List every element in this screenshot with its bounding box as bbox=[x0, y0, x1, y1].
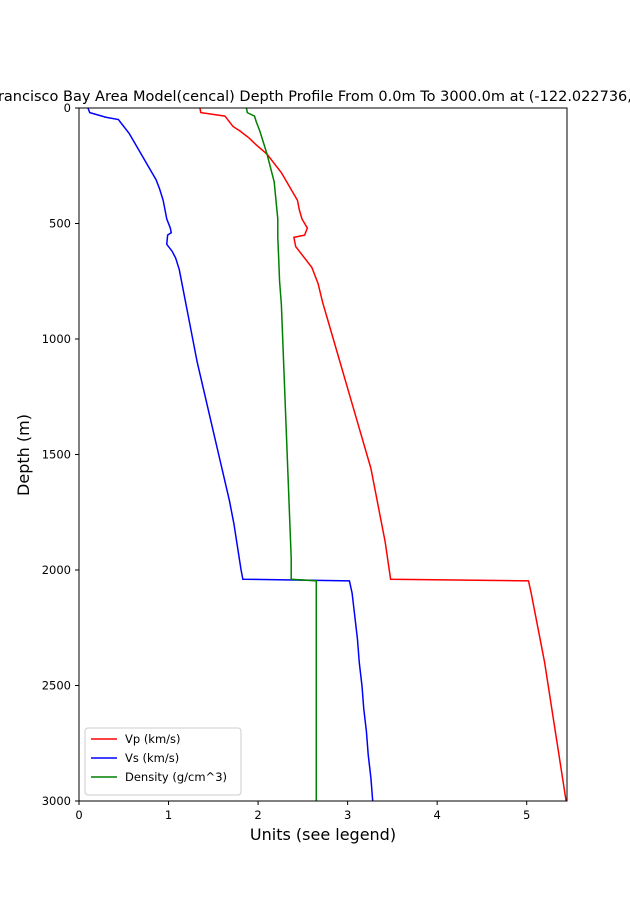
series-layer bbox=[87, 107, 567, 802]
x-tick-label-5: 5 bbox=[523, 808, 530, 822]
y-tick-label-5: 2500 bbox=[42, 679, 71, 693]
series-line-0 bbox=[199, 107, 567, 802]
x-axis-label: Units (see legend) bbox=[250, 825, 396, 844]
y-axis-label: Depth (m) bbox=[14, 414, 33, 496]
x-tick-label-0: 0 bbox=[75, 808, 82, 822]
legend-label-2: Density (g/cm^3) bbox=[125, 770, 227, 784]
y-tick-label-4: 2000 bbox=[42, 563, 71, 577]
legend-label-0: Vp (km/s) bbox=[125, 732, 181, 746]
y-tick-label-1: 500 bbox=[49, 217, 71, 231]
series-line-2 bbox=[245, 107, 318, 801]
legend-box bbox=[84, 727, 242, 796]
y-tick-label-0: 0 bbox=[64, 101, 71, 115]
x-tick-label-3: 3 bbox=[344, 808, 351, 822]
y-tick-label-2: 1000 bbox=[42, 332, 71, 346]
y-axis: 0 500 1000 1500 2000 2500 3000 bbox=[42, 101, 79, 808]
legend-label-1: Vs (km/s) bbox=[125, 751, 179, 765]
chart-title: San Francisco Bay Area Model(cencal) Dep… bbox=[0, 89, 630, 105]
series-line-1 bbox=[87, 107, 374, 802]
x-axis: 0 1 2 3 4 5 bbox=[75, 801, 530, 822]
x-tick-label-4: 4 bbox=[434, 808, 441, 822]
y-tick-label-6: 3000 bbox=[42, 794, 71, 808]
plot-area-frame bbox=[78, 107, 568, 802]
x-tick-label-1: 1 bbox=[165, 808, 172, 822]
y-tick-label-3: 1500 bbox=[42, 448, 71, 462]
legend: Vp (km/s) Vs (km/s) Density (g/cm^3) bbox=[84, 727, 242, 796]
x-tick-label-2: 2 bbox=[254, 808, 261, 822]
